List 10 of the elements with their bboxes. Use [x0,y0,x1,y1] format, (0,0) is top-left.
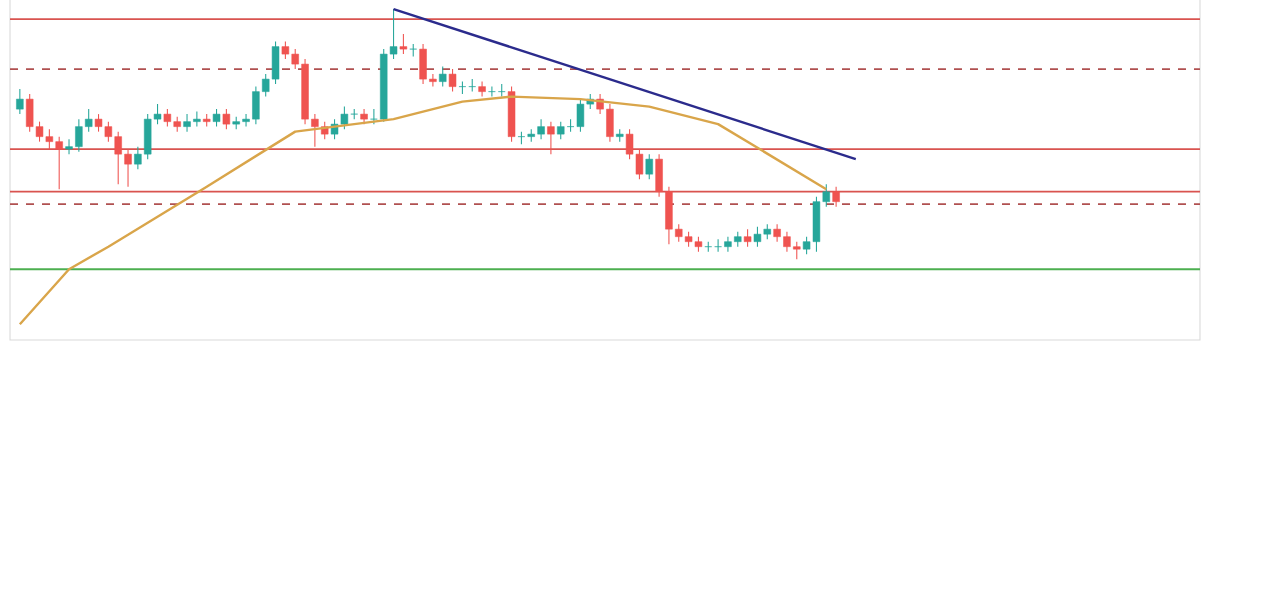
candlestick [832,186,840,208]
candlestick [507,86,516,143]
candlestick [448,68,457,93]
candlestick [16,88,24,115]
candlestick [399,33,408,55]
candlestick [547,121,555,155]
candlestick [222,108,231,130]
candlestick [478,81,486,98]
candlestick [645,153,653,180]
candlestick [439,66,447,88]
